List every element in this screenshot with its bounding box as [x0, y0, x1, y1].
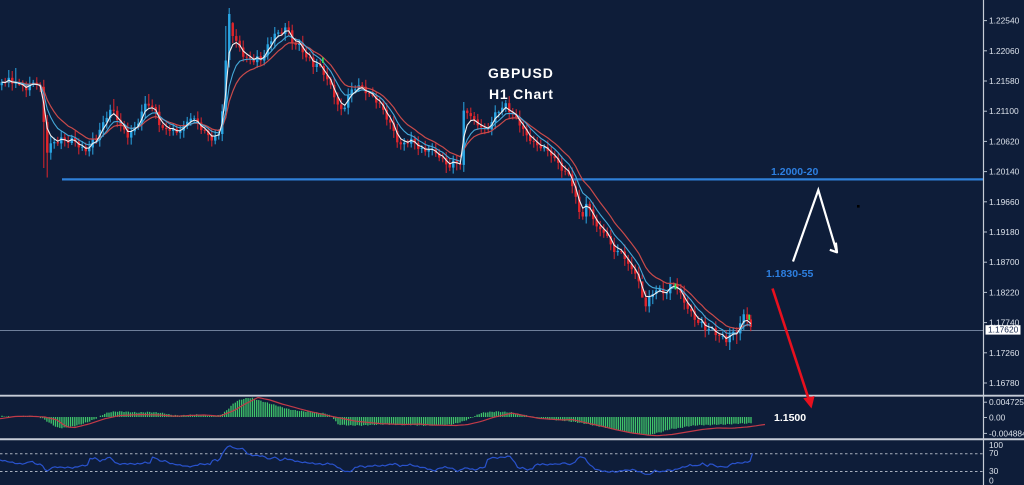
- svg-text:1.18220: 1.18220: [989, 287, 1020, 297]
- svg-text:1.1830-55: 1.1830-55: [766, 268, 813, 280]
- svg-text:100: 100: [989, 440, 1003, 450]
- svg-text:1.16780: 1.16780: [989, 378, 1020, 388]
- svg-text:-0.004884: -0.004884: [989, 428, 1024, 438]
- svg-text:0: 0: [989, 476, 994, 485]
- svg-text:1.18700: 1.18700: [989, 257, 1020, 267]
- svg-text:30: 30: [989, 466, 999, 476]
- svg-text:1.22060: 1.22060: [989, 46, 1020, 56]
- svg-text:0.00: 0.00: [989, 413, 1006, 423]
- svg-text:1.20620: 1.20620: [989, 136, 1020, 146]
- svg-text:1.17740: 1.17740: [989, 318, 1020, 328]
- svg-text:1.19180: 1.19180: [989, 227, 1020, 237]
- svg-text:70: 70: [989, 448, 999, 458]
- svg-text:1.21580: 1.21580: [989, 76, 1020, 86]
- svg-text:1.2000-20: 1.2000-20: [771, 166, 818, 178]
- svg-text:1.20140: 1.20140: [989, 167, 1020, 177]
- svg-text:GBPUSD: GBPUSD: [488, 65, 554, 81]
- svg-text:1.22540: 1.22540: [989, 16, 1020, 26]
- svg-text:1.17260: 1.17260: [989, 348, 1020, 358]
- svg-text:0.004725: 0.004725: [989, 397, 1024, 407]
- svg-text:H1 Chart: H1 Chart: [489, 86, 554, 102]
- svg-text:1.19660: 1.19660: [989, 197, 1020, 207]
- svg-text:1.1500: 1.1500: [774, 412, 806, 424]
- svg-text:1.21100: 1.21100: [989, 106, 1019, 116]
- svg-text:1.17620: 1.17620: [988, 325, 1019, 335]
